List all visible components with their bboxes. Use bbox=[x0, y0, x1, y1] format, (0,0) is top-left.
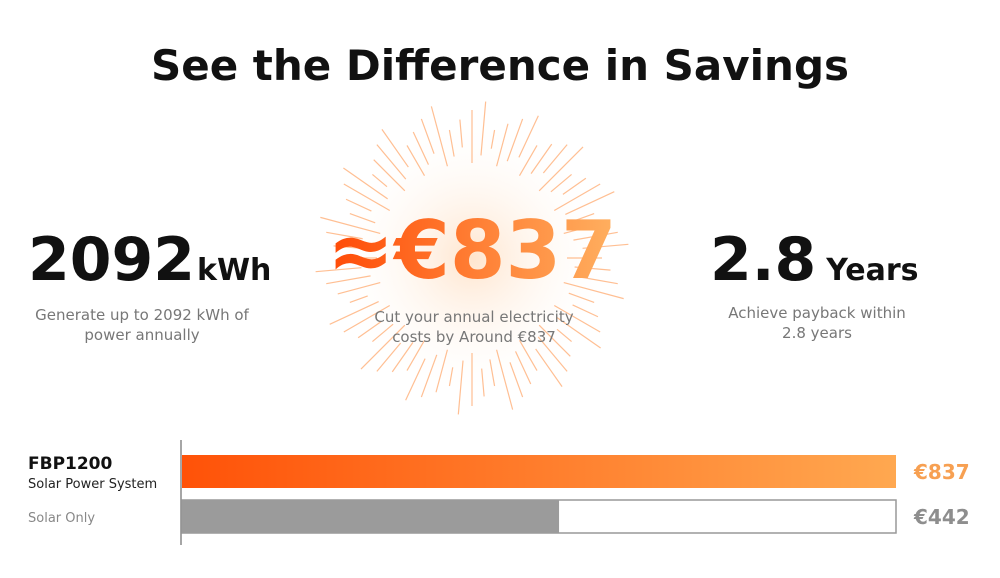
sunburst-ray bbox=[553, 304, 601, 333]
sunburst-ray bbox=[349, 212, 376, 224]
sunburst-ray bbox=[420, 118, 435, 154]
sunburst-ray bbox=[518, 115, 539, 158]
category-label: FBP1200 bbox=[28, 454, 113, 474]
sunburst-ray bbox=[496, 123, 509, 167]
value-label: €442 bbox=[913, 505, 970, 529]
sunburst-ray bbox=[372, 323, 394, 343]
sunburst-ray bbox=[565, 191, 615, 216]
stat-number: 2.8 bbox=[710, 225, 816, 295]
category-sublabel: Solar Power System bbox=[28, 477, 157, 492]
sunburst-ray bbox=[563, 282, 624, 300]
sunburst-ray bbox=[490, 129, 496, 149]
sunburst-ray bbox=[509, 362, 524, 398]
bar bbox=[182, 500, 560, 533]
sunburst-ray bbox=[480, 101, 487, 156]
stat-desc: costs by Around €837 bbox=[392, 328, 556, 346]
sunburst-ray bbox=[381, 129, 409, 168]
sunburst-ray bbox=[553, 183, 601, 212]
sunburst-ray bbox=[349, 295, 368, 304]
category-label: Solar Only bbox=[28, 511, 95, 526]
stat-number: 2092 bbox=[28, 225, 195, 295]
stat-unit: Years bbox=[825, 253, 918, 288]
sunburst-ray bbox=[391, 342, 414, 373]
sunburst-ray bbox=[562, 177, 587, 195]
sunburst-ray bbox=[538, 146, 584, 192]
stat-desc: Generate up to 2092 kWh of bbox=[35, 306, 249, 324]
sunburst-ray bbox=[343, 183, 391, 212]
sunburst-ray bbox=[372, 173, 388, 188]
sunburst-ray bbox=[333, 245, 370, 250]
sunburst-ray bbox=[343, 304, 391, 333]
sunburst-ray bbox=[448, 129, 455, 157]
stat-value: 2092kWh bbox=[28, 225, 271, 295]
sunburst-ray bbox=[360, 324, 406, 370]
stat-unit: kWh bbox=[197, 253, 271, 288]
sunburst-ray bbox=[530, 143, 553, 174]
sunburst-ray bbox=[506, 118, 524, 162]
sunburst-ray bbox=[581, 276, 618, 285]
sunburst-ray bbox=[345, 198, 372, 212]
sunburst-ray bbox=[573, 231, 618, 241]
sunburst-ray bbox=[563, 221, 607, 234]
stat-value: 2.8 Years bbox=[710, 225, 919, 295]
sunburst-ray bbox=[556, 328, 572, 343]
sunburst-ray bbox=[406, 339, 426, 371]
sunburst-ray bbox=[535, 348, 563, 387]
sunburst-ray bbox=[556, 316, 601, 349]
value-label: €837 bbox=[913, 460, 970, 484]
sunburst-ray bbox=[326, 275, 371, 285]
sunburst-ray bbox=[357, 321, 382, 339]
sunburst-ray bbox=[459, 119, 463, 148]
sunburst-ray bbox=[518, 339, 538, 371]
sunburst-ray bbox=[576, 212, 595, 221]
sunburst-ray bbox=[550, 173, 572, 193]
sunburst-ray bbox=[412, 131, 430, 165]
sunburst-ray bbox=[542, 144, 568, 174]
sunburst-ray bbox=[435, 349, 448, 393]
sunburst-ray bbox=[582, 243, 629, 249]
sunburst-ray bbox=[518, 145, 538, 177]
sunburst-ray bbox=[326, 231, 363, 240]
stat-desc: Cut your annual electricity bbox=[374, 308, 573, 326]
sunburst-ray bbox=[430, 106, 448, 167]
sunburst-ray bbox=[376, 144, 407, 180]
sunburst-ray bbox=[538, 324, 571, 357]
sunburst-ray bbox=[496, 349, 514, 410]
bar bbox=[182, 455, 896, 488]
sunburst-ray bbox=[572, 304, 599, 318]
sunburst-ray bbox=[537, 336, 568, 372]
bar-chart: €837 FBP1200 Solar Power System €442 Solar O… bbox=[28, 440, 970, 545]
sunburst-ray bbox=[405, 358, 426, 401]
stat-value: ≈€837 bbox=[327, 204, 617, 297]
sunburst-ray bbox=[320, 216, 381, 234]
sunburst-ray bbox=[448, 367, 454, 387]
stat-desc: 2.8 years bbox=[782, 324, 852, 342]
sunburst-ray bbox=[574, 266, 611, 271]
sunburst-ray bbox=[343, 167, 388, 200]
sunburst-ray bbox=[568, 292, 595, 304]
sunburst-ray bbox=[489, 359, 496, 387]
sunburst-ray bbox=[406, 145, 426, 177]
sunburst-ray bbox=[376, 342, 402, 372]
sunburst-ray bbox=[481, 368, 485, 397]
stat-desc: Achieve payback within bbox=[728, 304, 906, 322]
sunburst-ray bbox=[373, 159, 406, 192]
stat-desc: power annually bbox=[84, 326, 199, 344]
sunburst-ray bbox=[514, 351, 532, 385]
sunburst bbox=[315, 101, 629, 415]
sunburst-ray bbox=[457, 360, 464, 415]
sunburst-ray bbox=[420, 354, 438, 398]
sunburst-ray bbox=[329, 300, 379, 325]
page-title: See the Difference in Savings bbox=[151, 41, 849, 90]
sunburst-ray bbox=[315, 267, 362, 273]
sunburst-ray bbox=[337, 282, 381, 295]
